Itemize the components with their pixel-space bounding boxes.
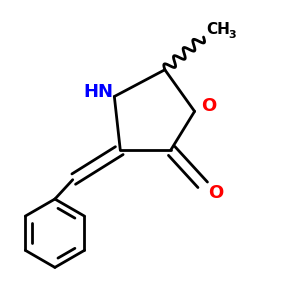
Text: O: O — [201, 97, 217, 115]
Text: 3: 3 — [229, 30, 236, 40]
Text: O: O — [208, 184, 223, 202]
Text: CH: CH — [206, 22, 230, 37]
Text: HN: HN — [83, 83, 113, 101]
